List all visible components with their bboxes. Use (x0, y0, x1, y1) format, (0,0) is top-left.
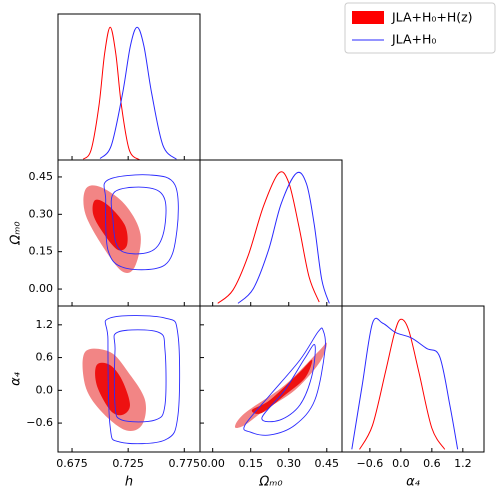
y-tick-label: 0.45 (29, 170, 54, 183)
panel (83, 174, 179, 274)
panel-frame (199, 159, 343, 307)
panel (217, 171, 330, 304)
contour (234, 342, 327, 428)
x-tick-label: 0.775 (169, 457, 201, 470)
x-tick-label: 0.675 (56, 457, 88, 470)
contour (92, 199, 128, 251)
contour (110, 186, 167, 255)
panel-frame (341, 305, 485, 453)
y-tick-label: 0.0 (36, 383, 54, 396)
x-tick-label: 1.2 (454, 457, 472, 470)
x-tick-label: 0.45 (315, 457, 340, 470)
panel-frame (57, 13, 201, 161)
panel (351, 317, 459, 450)
y-tick-label: 0.00 (29, 282, 54, 295)
contour (243, 327, 326, 436)
x-tick-label: 0.725 (112, 457, 144, 470)
x-tick-label: 0.6 (423, 457, 441, 470)
x-tick-label: 0.30 (277, 457, 302, 470)
contour (95, 362, 130, 416)
panel (82, 315, 181, 445)
density-curve (82, 26, 140, 160)
x-axis-label: α₄ (406, 475, 421, 490)
panel (82, 26, 177, 160)
x-tick-label: 0.15 (238, 457, 263, 470)
legend-swatch (352, 11, 384, 24)
x-tick-label: 0.00 (200, 457, 225, 470)
y-tick-label: −0.6 (26, 416, 53, 429)
x-tick-label: −0.6 (357, 457, 384, 470)
panel (234, 327, 327, 436)
y-tick-label: 1.2 (36, 318, 54, 331)
contour (113, 329, 167, 423)
density-curve (217, 171, 320, 304)
y-axis-label: Ωₘ₀ (9, 221, 24, 246)
x-tick-label: 0.0 (392, 457, 410, 470)
density-curve (359, 318, 446, 450)
density-curve (99, 26, 177, 160)
density-curve (237, 171, 330, 304)
y-tick-label: 0.30 (29, 207, 54, 220)
y-tick-label: 0.6 (36, 351, 54, 364)
contour (261, 344, 316, 423)
x-axis-label: h (125, 475, 133, 490)
x-axis-label: Ωₘ₀ (258, 475, 283, 490)
contour (104, 315, 181, 445)
y-tick-label: 0.15 (29, 245, 54, 258)
density-curve (351, 317, 459, 450)
legend-label: JLA+H₀+H(z) (391, 10, 473, 25)
y-axis-label: α₄ (9, 371, 24, 386)
contour (103, 174, 179, 271)
legend-label: JLA+H₀ (391, 32, 436, 47)
